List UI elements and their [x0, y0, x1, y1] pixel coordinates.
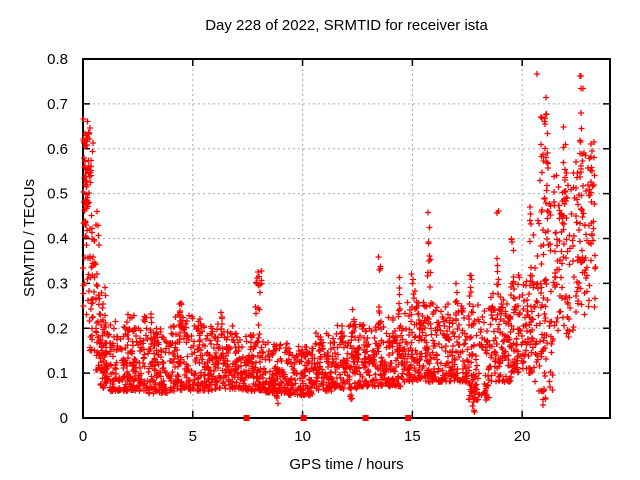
y-tick-label: 0.3 [47, 275, 68, 292]
axis-marker-square [300, 415, 307, 421]
scatter-points [80, 71, 599, 415]
y-tick-label: 0.4 [47, 231, 68, 248]
x-tick-label: 10 [294, 428, 311, 445]
y-tick-label: 0.7 [47, 96, 68, 113]
axis-marker-square [362, 415, 369, 421]
x-axis-label: GPS time / hours [289, 456, 404, 473]
y-tick-label: 0.1 [47, 365, 68, 382]
axis-marker-square [243, 415, 250, 421]
x-tick-label: 15 [404, 428, 421, 445]
y-tick-label: 0.5 [47, 186, 68, 203]
y-tick-label: 0.8 [47, 51, 68, 68]
axis-marker-square [405, 415, 412, 421]
x-tick-label: 5 [189, 428, 197, 445]
x-tick-label: 0 [79, 428, 87, 445]
y-tick-label: 0 [60, 410, 68, 427]
x-tick-label: 20 [514, 428, 531, 445]
chart-title: Day 228 of 2022, SRMTID for receiver ist… [205, 17, 488, 34]
y-tick-label: 0.2 [47, 320, 68, 337]
y-tick-label: 0.6 [47, 141, 68, 158]
